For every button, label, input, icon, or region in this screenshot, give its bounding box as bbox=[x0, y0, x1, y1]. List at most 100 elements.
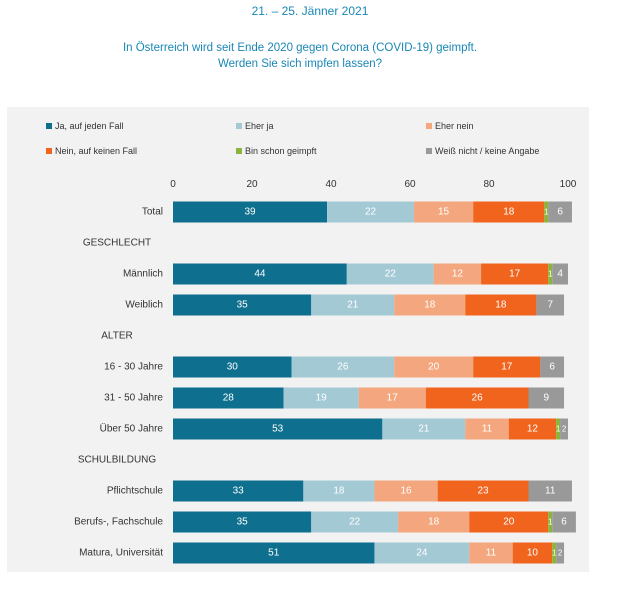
row-label: Total bbox=[142, 207, 163, 218]
row-label: 31 - 50 Jahre bbox=[104, 393, 163, 404]
bar-segment bbox=[303, 480, 375, 502]
row-label: Pflichtschule bbox=[107, 486, 164, 497]
bar-data-label: 23 bbox=[478, 486, 490, 497]
bar-segment bbox=[173, 387, 284, 409]
bar-segment bbox=[173, 263, 347, 285]
bar-segment bbox=[528, 387, 565, 409]
bar-data-label: 11 bbox=[482, 424, 493, 435]
bar-data-label: 33 bbox=[233, 486, 245, 497]
bar-segment bbox=[425, 387, 529, 409]
legend-label: Bin schon geimpft bbox=[245, 146, 317, 156]
bar-data-label: 18 bbox=[424, 300, 436, 311]
bar-data-label: 12 bbox=[527, 424, 539, 435]
bar-data-label: 9 bbox=[543, 393, 549, 404]
bar-segment bbox=[327, 201, 414, 223]
bar-data-label: 4 bbox=[557, 269, 563, 280]
bar-data-label: 20 bbox=[428, 362, 440, 373]
bar-data-label: 20 bbox=[503, 517, 515, 528]
bar-segment bbox=[433, 263, 482, 285]
legend-item: Eher nein bbox=[426, 121, 474, 131]
x-tick-label: 60 bbox=[404, 179, 416, 190]
legend-item: Bin schon geimpft bbox=[236, 146, 317, 156]
bar-data-label: 1 bbox=[552, 549, 557, 558]
bar-data-label: 26 bbox=[472, 393, 484, 404]
group-header-label: SCHULBILDUNG bbox=[78, 455, 157, 466]
bar-segment bbox=[437, 480, 529, 502]
bar-data-label: 28 bbox=[223, 393, 235, 404]
bar-segment bbox=[413, 201, 474, 223]
bar-data-label: 1 bbox=[548, 270, 553, 279]
legend-swatch bbox=[236, 123, 242, 129]
bar-segment bbox=[374, 542, 470, 564]
legend-swatch bbox=[426, 123, 432, 129]
bar-segment bbox=[311, 294, 395, 316]
legend-item: Eher ja bbox=[236, 121, 274, 131]
bar-segment bbox=[394, 356, 474, 378]
bar-data-label: 17 bbox=[501, 362, 513, 373]
bar-segment bbox=[311, 511, 399, 533]
bar-segment bbox=[556, 418, 561, 440]
bar-segment bbox=[465, 418, 509, 440]
legend-label: Eher ja bbox=[245, 121, 274, 131]
bar-segment bbox=[560, 418, 568, 440]
row-label: Matura, Universität bbox=[79, 548, 163, 559]
bar-data-label: 6 bbox=[561, 517, 567, 528]
bar-segment bbox=[346, 263, 434, 285]
bar-data-label: 39 bbox=[244, 207, 256, 218]
bar-data-label: 21 bbox=[418, 424, 430, 435]
bar-segment bbox=[508, 418, 557, 440]
bar-data-label: 16 bbox=[400, 486, 412, 497]
x-tick-label: 20 bbox=[246, 179, 258, 190]
bar-data-label: 18 bbox=[428, 517, 440, 528]
bar-segment bbox=[469, 542, 513, 564]
bar-data-label: 30 bbox=[227, 362, 239, 373]
bar-segment bbox=[548, 511, 553, 533]
bar-segment bbox=[173, 480, 304, 502]
row-label: Männlich bbox=[123, 269, 163, 280]
x-tick-label: 40 bbox=[325, 179, 337, 190]
group-header-label: GESCHLECHT bbox=[83, 238, 151, 249]
bar-data-label: 22 bbox=[385, 269, 397, 280]
survey-question: In Österreich wird seit Ende 2020 gegen … bbox=[40, 40, 560, 72]
bar-data-label: 11 bbox=[545, 486, 556, 497]
bar-data-label: 35 bbox=[237, 300, 249, 311]
bar-segment bbox=[394, 294, 466, 316]
bar-segment bbox=[540, 356, 565, 378]
legend-item: Ja, auf jeden Fall bbox=[46, 121, 124, 131]
question-line-2: Werden Sie sich impfen lassen? bbox=[217, 58, 383, 70]
legend-label: Nein, auf keinen Fall bbox=[55, 146, 138, 156]
bar-segment bbox=[556, 542, 565, 564]
bar-data-label: 18 bbox=[333, 486, 345, 497]
legend-label: Ja, auf jeden Fall bbox=[55, 121, 124, 131]
group-header-label: ALTER bbox=[101, 331, 133, 342]
bar-segment bbox=[552, 511, 576, 533]
bar-data-label: 18 bbox=[495, 300, 507, 311]
bar-segment bbox=[283, 387, 359, 409]
bar-data-label: 7 bbox=[547, 300, 553, 311]
bar-segment bbox=[465, 294, 537, 316]
bar-segment bbox=[481, 263, 549, 285]
bar-segment bbox=[548, 201, 572, 223]
bar-data-label: 1 bbox=[544, 208, 549, 217]
bar-data-label: 17 bbox=[387, 393, 399, 404]
bar-segment bbox=[469, 511, 549, 533]
survey-date: 21. – 25. Jänner 2021 bbox=[251, 4, 369, 18]
bar-segment bbox=[358, 387, 426, 409]
legend-label: Eher nein bbox=[435, 121, 474, 131]
row-label: Weiblich bbox=[125, 300, 163, 311]
bar-segment bbox=[552, 542, 557, 564]
legend-swatch bbox=[426, 148, 432, 154]
bar-data-label: 15 bbox=[438, 207, 450, 218]
bar-data-label: 2 bbox=[562, 425, 567, 434]
bar-segment bbox=[173, 356, 292, 378]
legend-item: Weiß nicht / keine Angabe bbox=[426, 146, 539, 156]
legend-swatch bbox=[236, 148, 242, 154]
bar-data-label: 18 bbox=[503, 207, 515, 218]
bar-segment bbox=[173, 542, 375, 564]
bar-data-label: 11 bbox=[486, 548, 497, 559]
bar-data-label: 26 bbox=[337, 362, 349, 373]
bar-data-label: 51 bbox=[268, 548, 280, 559]
x-tick-label: 100 bbox=[560, 179, 577, 190]
bar-data-label: 24 bbox=[416, 548, 428, 559]
